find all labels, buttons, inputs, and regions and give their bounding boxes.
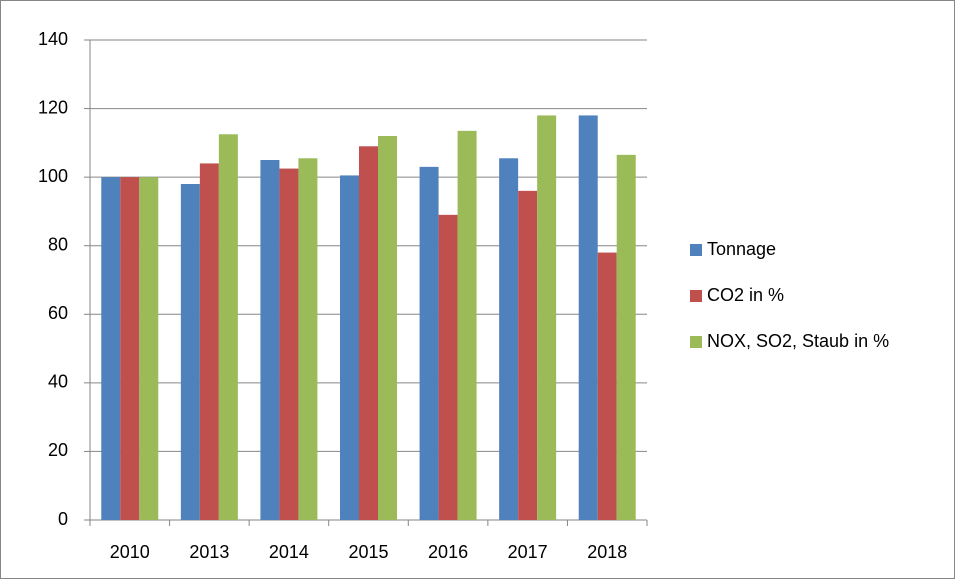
bar [260, 160, 280, 520]
bar [139, 177, 159, 520]
bar [359, 146, 378, 521]
y-tick-label: 80 [48, 234, 68, 254]
y-tick-label: 140 [38, 29, 68, 49]
legend-swatch [690, 290, 702, 302]
x-tick-label: 2010 [110, 542, 150, 562]
legend-swatch [690, 244, 702, 256]
bar [180, 184, 200, 520]
bar [218, 134, 238, 521]
y-tick-label: 100 [38, 166, 68, 186]
legend-swatch [690, 336, 702, 348]
x-tick-label: 2014 [269, 542, 309, 562]
bar [419, 166, 439, 520]
bar [518, 190, 538, 520]
bar [578, 115, 598, 520]
bar [279, 168, 299, 521]
bar [537, 115, 557, 520]
bar [120, 177, 140, 520]
bar [378, 136, 397, 520]
x-tick-label: 2017 [508, 542, 548, 562]
legend-label: CO2 in % [707, 285, 784, 305]
bar [616, 154, 636, 520]
x-tick-label: 2015 [348, 542, 388, 562]
bar [101, 177, 121, 520]
bar [457, 130, 477, 520]
y-tick-label: 20 [48, 440, 68, 460]
y-tick-label: 0 [58, 509, 68, 529]
x-tick-label: 2018 [587, 542, 627, 562]
bar [199, 163, 219, 520]
bar [298, 158, 318, 521]
bar [499, 158, 519, 521]
x-tick-label: 2013 [189, 542, 229, 562]
bar [340, 175, 359, 520]
x-tick-label: 2016 [428, 542, 468, 562]
legend-label: Tonnage [707, 239, 776, 259]
y-tick-label: 60 [48, 303, 68, 323]
bar [597, 252, 617, 521]
y-tick-label: 120 [38, 97, 68, 117]
bar [438, 214, 458, 520]
legend-label: NOX, SO2, Staub in % [707, 331, 889, 351]
y-tick-label: 40 [48, 372, 68, 392]
